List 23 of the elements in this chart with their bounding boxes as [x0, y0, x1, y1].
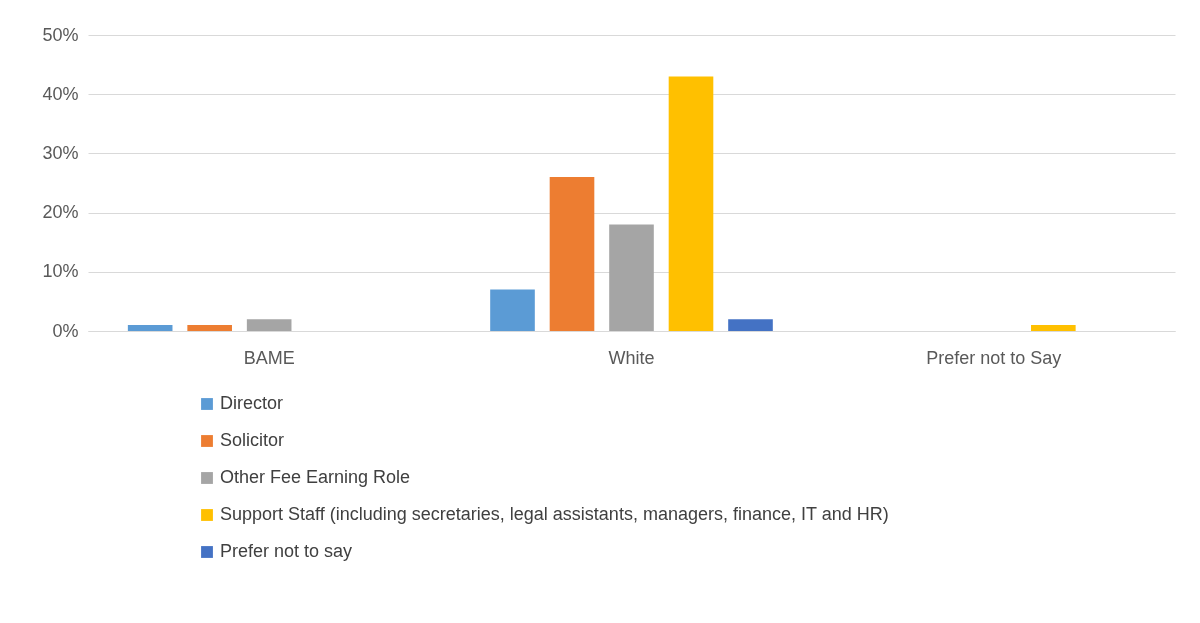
legend-label: Director: [220, 393, 284, 413]
bar: [127, 325, 173, 331]
x-tick-label: White: [608, 347, 655, 368]
y-tick-label: 50%: [42, 24, 79, 45]
bar: [490, 289, 535, 331]
y-tick-label: 0%: [52, 320, 79, 341]
y-tick-label: 20%: [42, 202, 79, 223]
x-tick-label: Prefer not to Say: [926, 347, 1062, 368]
bar: [728, 319, 773, 331]
bar: [668, 76, 714, 331]
legend-label: Support Staff (including secretaries, legal assistants, managers, finance, IT and HR): [220, 504, 889, 524]
bar: [549, 177, 595, 331]
legend-label: Solicitor: [220, 430, 285, 450]
legend-label: Other Fee Earning Role: [220, 467, 411, 487]
x-tick-label: BAME: [243, 347, 295, 368]
y-tick-label: 10%: [42, 261, 79, 282]
legend-label: Prefer not to say: [220, 541, 353, 561]
bar: [609, 224, 654, 331]
bar: [246, 319, 292, 331]
y-tick-label: 30%: [42, 142, 79, 163]
y-tick-label: 40%: [42, 83, 79, 104]
bar: [187, 325, 232, 331]
bar: [1031, 325, 1076, 331]
